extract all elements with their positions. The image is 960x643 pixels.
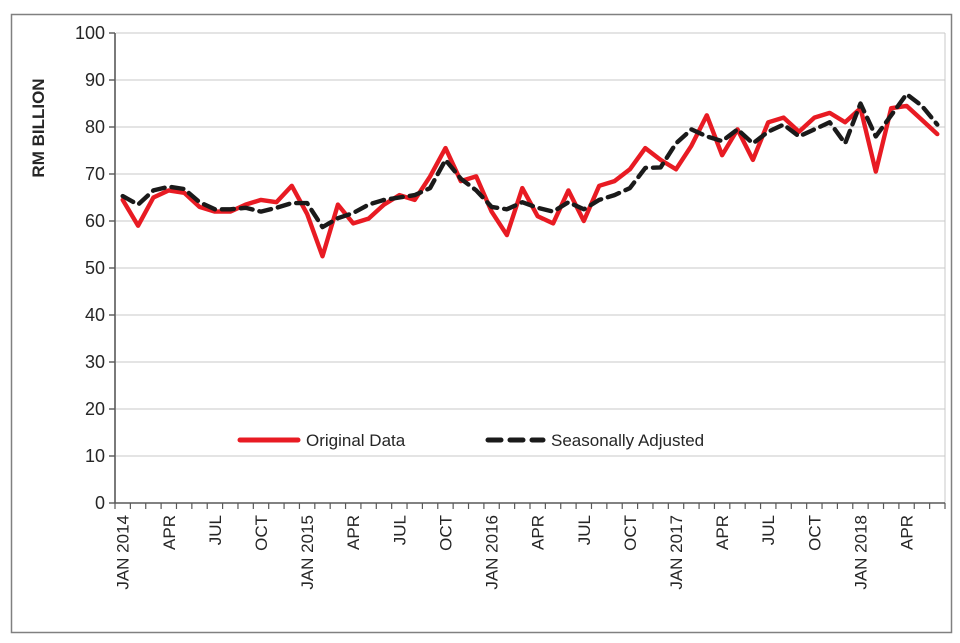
x-axis-ticks xyxy=(114,503,946,509)
x-tick-label: OCT xyxy=(805,515,824,551)
y-tick-label: 40 xyxy=(85,305,105,325)
seasonally-adjusted-line xyxy=(120,91,940,230)
y-tick-label: 100 xyxy=(75,23,105,43)
x-tick-label: JAN 2017 xyxy=(667,515,686,590)
x-tick-label: JUL xyxy=(390,515,409,545)
y-tick-label: 90 xyxy=(85,70,105,90)
x-tick-label: JAN 2015 xyxy=(298,515,317,590)
legend-label: Original Data xyxy=(306,431,406,450)
x-tick-label: JAN 2016 xyxy=(483,515,502,590)
y-tick-label: 0 xyxy=(95,493,105,513)
x-tick-label: APR xyxy=(160,515,179,550)
x-tick-label: APR xyxy=(713,515,732,550)
x-tick-label: OCT xyxy=(436,515,455,551)
y-tick-label: 50 xyxy=(85,258,105,278)
y-tick-label: 30 xyxy=(85,352,105,372)
y-tick-label: 10 xyxy=(85,446,105,466)
x-tick-label: OCT xyxy=(621,515,640,551)
original-data-line xyxy=(120,103,940,259)
x-tick-label: APR xyxy=(344,515,363,550)
x-tick-label: APR xyxy=(529,515,548,550)
y-tick-label: 20 xyxy=(85,399,105,419)
x-tick-label: APR xyxy=(898,515,917,550)
x-axis-labels: JAN 2014 APR JUL OCT JAN 2015 APR JUL OCT JAN 20… xyxy=(114,515,917,590)
x-tick-label: JAN 2018 xyxy=(851,515,870,590)
chart-legend: Original Data Seasonally Adjusted xyxy=(237,431,704,450)
x-tick-label: JAN 2014 xyxy=(114,515,133,590)
y-axis-ticks xyxy=(109,32,115,504)
chart-frame-border xyxy=(10,13,953,634)
data-series xyxy=(120,91,940,259)
y-axis-title-text: RM BILLION xyxy=(29,78,48,177)
x-tick-label: OCT xyxy=(252,515,271,551)
gridlines xyxy=(116,32,946,503)
x-tick-label: JUL xyxy=(759,515,778,545)
y-axis-title: RM BILLION xyxy=(29,78,48,177)
legend-label: Seasonally Adjusted xyxy=(551,431,704,450)
y-tick-label: 80 xyxy=(85,117,105,137)
x-tick-label: JUL xyxy=(206,515,225,545)
y-tick-label: 60 xyxy=(85,211,105,231)
x-tick-label: JUL xyxy=(575,515,594,545)
y-axis-labels: 0 10 20 30 40 50 60 70 80 90 100 xyxy=(75,23,105,513)
y-tick-label: 70 xyxy=(85,164,105,184)
